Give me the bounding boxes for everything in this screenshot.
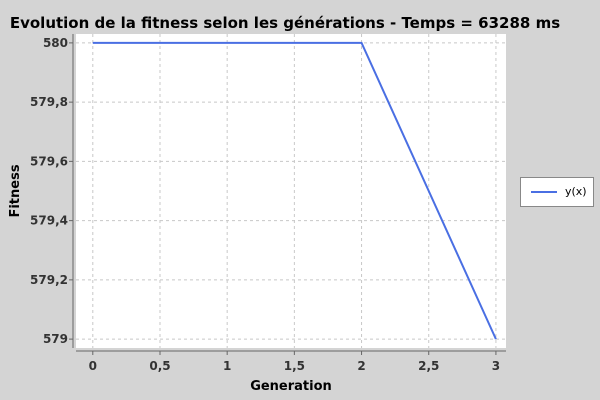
legend-label: y(x) xyxy=(565,185,587,198)
x-tick-label: 1 xyxy=(223,359,231,373)
legend-swatch xyxy=(531,191,557,193)
x-tick-label: 0,5 xyxy=(149,359,170,373)
legend: y(x) xyxy=(520,177,594,207)
plot-area xyxy=(76,34,506,348)
y-axis-title: Fitness xyxy=(8,164,23,217)
y-tick-label: 579 xyxy=(43,332,68,346)
y-tick-label: 580 xyxy=(43,36,68,50)
x-tick-label: 2 xyxy=(357,359,365,373)
series-layer xyxy=(92,41,497,340)
series-line xyxy=(92,41,497,340)
x-tick-label: 3 xyxy=(492,359,500,373)
chart-title: Evolution de la fitness selon les généra… xyxy=(9,14,561,32)
axes xyxy=(69,34,506,355)
y-tick-label: 579,4 xyxy=(30,214,68,228)
x-tick-label: 2,5 xyxy=(418,359,439,373)
y-tick-label: 579,6 xyxy=(30,154,68,168)
y-tick-label: 579,8 xyxy=(30,95,68,109)
x-axis-title: Generation xyxy=(250,379,332,394)
tick-labels: 0 0,5 1 1,5 2 2,5 3 580 579,8 579,6 579,4 579,2 579 xyxy=(30,36,500,373)
y-tick-label: 579,2 xyxy=(30,273,68,287)
x-tick-label: 0 xyxy=(89,359,97,373)
x-tick-label: 1,5 xyxy=(284,359,305,373)
